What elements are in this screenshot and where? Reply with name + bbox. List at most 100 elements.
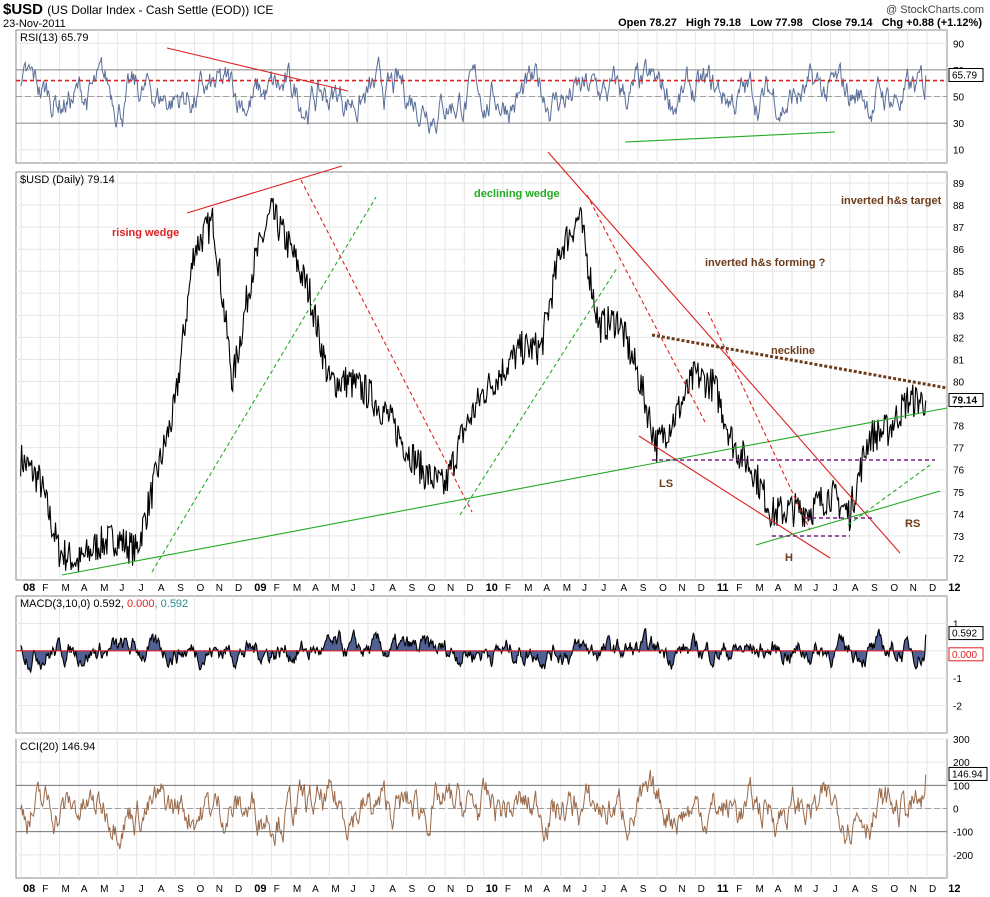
- rising-wedge-upper-line: [186, 165, 343, 214]
- declining-wedge-upper-line: [547, 151, 901, 554]
- x-tick-label: 11: [717, 883, 729, 895]
- cci-tick-label: 300: [953, 735, 970, 746]
- rsi-legend: RSI(13) 65.79: [20, 32, 88, 44]
- x-tick-label: A: [775, 884, 782, 895]
- price-tick-label: 75: [953, 488, 965, 499]
- x-tick-label: O: [659, 583, 667, 594]
- decline-trend-line: [300, 179, 473, 513]
- wedge-second-line: [707, 311, 811, 531]
- x-tick-label: 09: [254, 883, 266, 895]
- cci-tick-label: 100: [953, 781, 970, 792]
- x-tick-label: D: [235, 884, 242, 895]
- rs-rising-line: [847, 464, 931, 526]
- x-tick-label: S: [177, 583, 184, 594]
- wedge-inner-line: [586, 194, 706, 423]
- x-tick-label: N: [447, 884, 454, 895]
- annotation-rising-wedge: rising wedge: [112, 227, 179, 239]
- symbol: $USD: [3, 1, 44, 18]
- date-label: 23-Nov-2011: [3, 18, 66, 30]
- x-tick-label: F: [736, 583, 742, 594]
- macd-legend-value: MACD(3,10,0) 0.592,: [20, 598, 127, 610]
- x-tick-label: S: [871, 583, 878, 594]
- x-tick-label: O: [196, 884, 204, 895]
- x-tick-label: J: [119, 583, 124, 594]
- x-tick-label: S: [409, 583, 416, 594]
- x-tick-label: N: [447, 583, 454, 594]
- stockcharts-watermark: @ StockCharts.com: [886, 4, 984, 16]
- macd-last-tag: [948, 626, 984, 641]
- x-tick-label: N: [678, 583, 685, 594]
- x-tick-label: J: [833, 884, 838, 895]
- x-tick-label: A: [158, 583, 165, 594]
- x-tick-label: M: [62, 884, 70, 895]
- x-tick-label: A: [852, 884, 859, 895]
- annotation-h: H: [785, 552, 793, 564]
- x-tick-label: A: [543, 583, 550, 594]
- x-tick-label: J: [813, 583, 818, 594]
- x-tick-label: O: [659, 884, 667, 895]
- rsi-tick-label: 30: [953, 119, 965, 130]
- x-tick-label: J: [601, 583, 606, 594]
- x-tick-label: S: [409, 884, 416, 895]
- cci-last-value: 146.94: [952, 769, 983, 780]
- x-tick-label: N: [910, 583, 917, 594]
- price-tick-label: 87: [953, 223, 965, 234]
- price-tick-label: 81: [953, 355, 965, 366]
- macd-legend-hist: , 0.592: [155, 598, 189, 610]
- x-tick-label: M: [563, 884, 571, 895]
- usd-price-line: [20, 197, 927, 572]
- open-label: Open: [618, 17, 647, 29]
- x-tick-label: O: [428, 583, 436, 594]
- x-tick-label: M: [794, 583, 802, 594]
- price-last-tag: [948, 392, 984, 407]
- x-tick-label: F: [42, 583, 48, 594]
- cci-tick-label: 200: [953, 758, 970, 769]
- x-tick-label: 10: [486, 582, 498, 594]
- rsi-tick-label: 50: [953, 93, 965, 104]
- x-tick-label: F: [42, 884, 48, 895]
- wedge-lower-line: [638, 435, 831, 559]
- x-tick-label: M: [100, 583, 108, 594]
- x-tick-label: 12: [948, 582, 960, 594]
- exchange: ICE: [253, 3, 274, 17]
- symbol-title: $USD (US Dollar Index - Cash Settle (EOD…: [3, 1, 273, 18]
- x-tick-label: M: [62, 583, 70, 594]
- price-tick-label: 86: [953, 245, 965, 256]
- x-tick-label: N: [216, 583, 223, 594]
- price-tick-label: 74: [953, 510, 965, 521]
- x-tick-label: S: [177, 884, 184, 895]
- open-value: 78.27: [649, 17, 677, 29]
- x-tick-label: J: [582, 583, 587, 594]
- x-tick-label: M: [293, 884, 301, 895]
- x-tick-label: A: [621, 884, 628, 895]
- x-tick-label: F: [505, 583, 511, 594]
- x-tick-label: J: [833, 583, 838, 594]
- macd-signal-value: 0.000: [952, 650, 977, 661]
- price-tick-label: 76: [953, 466, 965, 477]
- macd-signal-tag: [948, 647, 984, 662]
- x-tick-label: D: [466, 884, 473, 895]
- close-label: Close: [811, 17, 842, 29]
- price-tick-label: 85: [953, 267, 965, 278]
- low-label: Low: [750, 17, 773, 29]
- x-tick-label: J: [582, 884, 587, 895]
- x-tick-label: S: [640, 583, 647, 594]
- price-tick-label: 80: [953, 378, 965, 389]
- x-tick-label: M: [331, 884, 339, 895]
- x-tick-label: A: [389, 583, 396, 594]
- annotation-hs-forming: inverted h&s forming ?: [705, 257, 826, 269]
- macd-tick-label: 1: [953, 619, 959, 630]
- x-tick-label: F: [736, 884, 742, 895]
- x-tick-label: A: [312, 884, 319, 895]
- x-tick-label: S: [640, 884, 647, 895]
- x-tick-label: A: [81, 583, 88, 594]
- x-tick-label: D: [698, 884, 705, 895]
- rsi-red-trend-line: [166, 47, 349, 92]
- price-tick-label: 84: [953, 289, 965, 300]
- x-tick-label: A: [158, 884, 165, 895]
- x-tick-label: D: [929, 583, 936, 594]
- x-tick-label: N: [678, 884, 685, 895]
- price-tick-label: 88: [953, 201, 965, 212]
